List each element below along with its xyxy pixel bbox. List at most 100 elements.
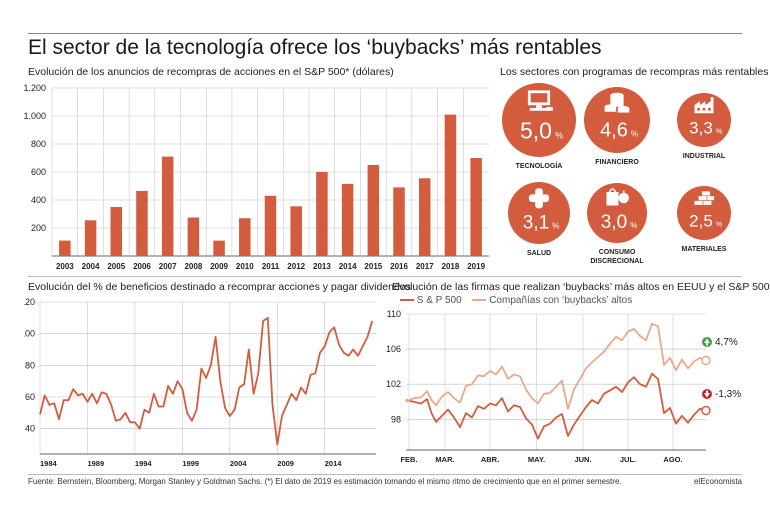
title-rule: [28, 33, 742, 34]
bar-2008: [187, 217, 200, 256]
bar-ytick-label: 1.000: [24, 111, 46, 121]
payout-line-chart: 40 60 80 100 120 1984 1989 1994 1999 2004 2009 2014: [24, 297, 376, 468]
line-ytick-label: 98: [391, 414, 401, 424]
bar-xtick-label: 2003: [56, 262, 74, 271]
sector-circle: [677, 186, 731, 240]
factory-icon: [694, 97, 714, 114]
sector-1: 4,6 % FINANCIERO: [584, 87, 650, 166]
bar-ytick-label: 400: [31, 195, 46, 205]
bar-2014: [341, 183, 354, 256]
sector-unit: %: [631, 130, 638, 139]
buyback-chart-legend: S & P 500 Compañías con ‘buybacks’ altos: [400, 295, 632, 306]
line-ytick-label: 40: [25, 424, 35, 434]
sector-unit: %: [630, 221, 637, 230]
footer-source: Fuente: Bernstein, Bloomberg, Morgan Sta…: [28, 477, 622, 486]
medical-cross-icon: [528, 188, 550, 209]
bar-2007: [161, 156, 174, 256]
sector-circle: [508, 182, 570, 244]
coins-icon: [604, 92, 630, 113]
high-buyback-end-marker: [701, 355, 711, 366]
line-xtick-label: 1994: [135, 459, 153, 468]
sp500-end-label: -1,3%: [715, 389, 741, 400]
bar-ytick-label: 800: [31, 139, 46, 149]
line-xtick-label: MAR.: [435, 455, 454, 464]
bar-xtick-label: 2005: [107, 262, 125, 271]
high-buyback-end-label: 4,7%: [715, 337, 738, 348]
line-xtick-label: JUL.: [620, 455, 636, 464]
buyback-chart-title: Evolución de las firmas que realizan ‘bu…: [392, 281, 770, 293]
line-ytick-label: 102: [386, 379, 401, 389]
bar-xtick-label: 2014: [339, 262, 357, 271]
bar-chart: 200 400 600 800 1.000 1.200 2003 2004 2005 2006 20…: [24, 83, 489, 271]
bar-2015: [367, 165, 380, 256]
sector-label: INDUSTRIAL: [683, 153, 726, 160]
bar-2003: [59, 240, 71, 256]
line-xtick-label: AGO.: [663, 455, 682, 464]
legend-swatch-sp500: [400, 299, 414, 302]
bar-xtick-label: 2004: [82, 262, 100, 271]
sector-4: 3,0 % CONSUMO DISCRECIONAL: [587, 183, 647, 265]
line-xtick-label: 1984: [40, 459, 58, 468]
section-divider: [28, 276, 742, 277]
sector-label: SALUD: [527, 250, 551, 257]
bar-ytick-label: 1.200: [24, 83, 46, 93]
bar-2019: [470, 158, 482, 256]
sector-circle: [587, 183, 647, 243]
sector-value: 5,0: [520, 118, 552, 144]
bar-2012: [290, 206, 302, 256]
footer-divider: [28, 474, 742, 475]
line-ytick-label: 60: [25, 392, 35, 402]
bar-xtick-label: 2019: [467, 262, 485, 271]
series-line-0: [405, 372, 707, 440]
sector-circle: [584, 87, 650, 153]
consumer-goods-icon: [606, 188, 629, 206]
bar-2018: [444, 114, 457, 256]
line-ytick-label: 100: [24, 329, 35, 339]
bar-xtick-label: 2012: [287, 262, 305, 271]
line-ytick-label: 106: [386, 344, 401, 354]
bar-xtick-label: 2017: [416, 262, 434, 271]
line-xtick-label: MAY.: [528, 455, 545, 464]
legend-label-sp500: S & P 500: [416, 295, 462, 306]
bar-2016: [393, 187, 405, 256]
line-xtick-label: 2009: [277, 459, 294, 468]
bar-chart-title: Evolución de los anuncios de recompras d…: [28, 66, 394, 78]
sector-label: FINANCIERO: [595, 159, 639, 166]
bar-ytick-label: 200: [31, 223, 46, 233]
sector-value: 2,5: [689, 212, 713, 231]
page-title: El sector de la tecnología ofrece los ‘b…: [28, 36, 602, 59]
buyback-line-chart: 98 102 106 110 FEB. MAR. ABR. MAY. JUN. JUL. AGO. 4…: [386, 309, 741, 464]
sector-label: MATERIALES: [682, 246, 727, 253]
bar-2005: [110, 207, 123, 256]
line-xtick-label: JUN.: [574, 455, 591, 464]
sectors-circles: 5,0 % TECNOLOGÍA 4,6 % FINANCIERO 3,3 % INDUSTRI…: [502, 83, 731, 265]
sector-5: 2,5 % MATERIALES: [677, 186, 731, 253]
sector-circle: [502, 83, 576, 157]
bar-2017: [418, 178, 431, 256]
sector-value: 3,0: [601, 212, 627, 233]
line-ytick-label: 120: [24, 297, 35, 307]
footer-brand: elEconomista: [693, 477, 742, 486]
bar-2010: [239, 218, 251, 256]
line-xtick-label: FEB.: [400, 455, 417, 464]
bar-xtick-label: 2010: [236, 262, 254, 271]
bar-xtick-label: 2007: [159, 262, 177, 271]
line-xtick-label: 1999: [182, 459, 199, 468]
bar-xtick-label: 2006: [133, 262, 151, 271]
line-xtick-label: 2014: [325, 459, 343, 468]
payout-chart-title: Evolución del % de beneficios destinado …: [28, 281, 411, 293]
line-ytick-label: 80: [25, 360, 35, 370]
sector-label: TECNOLOGÍA: [516, 161, 563, 170]
bar-xtick-label: 2009: [210, 262, 228, 271]
line-xtick-label: ABR.: [481, 455, 499, 464]
sector-0: 5,0 % TECNOLOGÍA: [502, 83, 576, 170]
sector-unit: %: [716, 129, 722, 136]
sector-value: 4,6: [600, 120, 628, 142]
line-xtick-label: 2004: [230, 459, 248, 468]
legend-swatch-high-buyback: [472, 299, 487, 302]
sector-3: 3,1 % SALUD: [508, 182, 570, 257]
sector-label: CONSUMO: [599, 249, 636, 256]
sector-unit: %: [552, 222, 559, 231]
materials-stack-icon: [694, 191, 715, 205]
series-line-0: [39, 316, 374, 446]
